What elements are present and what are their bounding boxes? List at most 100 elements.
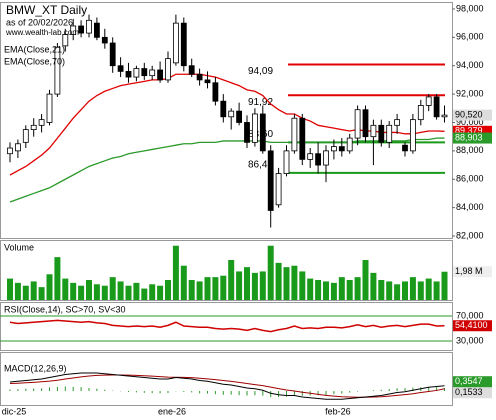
bar [236,271,243,300]
y-tick-label: 92,000 [456,88,484,98]
candle-body [62,34,69,47]
bar [315,280,322,300]
bar [46,274,53,300]
candle-body [204,79,211,84]
value-label: 54,4100 [455,320,488,330]
y-tick-label: 84,000 [456,202,484,212]
candle-body [149,69,156,77]
rsi-line [9,319,445,333]
candle-body [54,46,61,95]
bar [433,281,440,300]
bar [228,260,235,300]
candle-body [94,22,100,38]
bar [346,280,353,300]
candle-body [291,117,298,152]
bar [14,282,21,300]
bar [409,277,416,300]
bar [125,285,132,300]
bar [93,284,100,300]
candle-body [101,36,108,44]
panel-frame [0,2,453,239]
bar [220,275,227,300]
candle-body [441,114,448,118]
bar [441,271,448,300]
y-tick-label: 30,000 [456,335,484,345]
candle-body [78,25,84,34]
macd-line [9,372,445,400]
x-tick-label: ene-26 [158,406,186,416]
candle-body [425,96,432,106]
bar [386,281,393,300]
bar [370,272,377,300]
x-tick-label: dic-25 [2,406,27,416]
bar [417,281,424,300]
value-box [453,376,492,388]
value-label: 90,520 [455,109,483,119]
candle-body [133,68,140,78]
panel-frame [0,240,453,301]
legend-label: EMA(Close,21) [4,44,65,54]
bar [212,277,219,300]
bar [362,260,369,300]
bar [402,281,408,300]
candle-body [299,117,306,160]
candle-body [14,143,21,152]
candle-body [109,42,116,67]
bar [78,285,85,300]
source: www.wealth-lab.com [5,28,79,37]
bar [425,278,432,300]
bar [149,284,156,300]
candle-body [283,150,290,174]
bar [251,272,258,300]
value-box [453,132,492,144]
y-tick-label: 70,000 [456,310,484,320]
bar [38,287,45,300]
candle-body [196,73,203,81]
y-tick-label: 98,000 [456,3,484,13]
bar [30,281,37,300]
bar [165,280,171,300]
value-label: 0,1533 [455,387,483,397]
bar [22,285,29,300]
candle-body [220,100,227,118]
candle-body [307,153,314,160]
bar [204,277,211,300]
candle-body [417,105,424,121]
candle-body [386,124,393,143]
candle-body [394,119,401,126]
level-label: 94,09 [248,66,273,77]
legend-label: EMA(Close,70) [4,56,65,66]
candle-body [354,109,361,139]
bar [354,277,361,300]
value-box [453,125,492,137]
bar [291,265,298,300]
y-tick-label: 82,000 [456,230,484,240]
bar [275,262,282,300]
panel-title: MACD(12,26,9) [4,363,67,373]
value-label: 88,903 [455,132,483,142]
bar [86,280,92,300]
candle-body [315,153,322,166]
bar [157,285,164,300]
value-label: 1,98 M [455,266,483,276]
y-tick-label: 86,000 [456,174,484,184]
candle-body [402,144,408,152]
panel-title: RSI(Close,14), SC>70, SV<30 [4,304,126,314]
bar [109,277,116,300]
bar [54,257,61,300]
value-label: 0,3547 [455,376,483,386]
candle-body [228,110,235,118]
bar [133,282,140,300]
bar [259,271,266,300]
candle-body [409,119,416,152]
bar [7,278,13,300]
candle-body [157,69,164,81]
bar [180,265,187,300]
bar [70,282,77,300]
value-box [453,109,492,121]
bar [307,278,314,300]
panel-frame [0,352,453,406]
panel-frame [0,302,453,351]
y-tick-label: 88,000 [456,145,484,155]
